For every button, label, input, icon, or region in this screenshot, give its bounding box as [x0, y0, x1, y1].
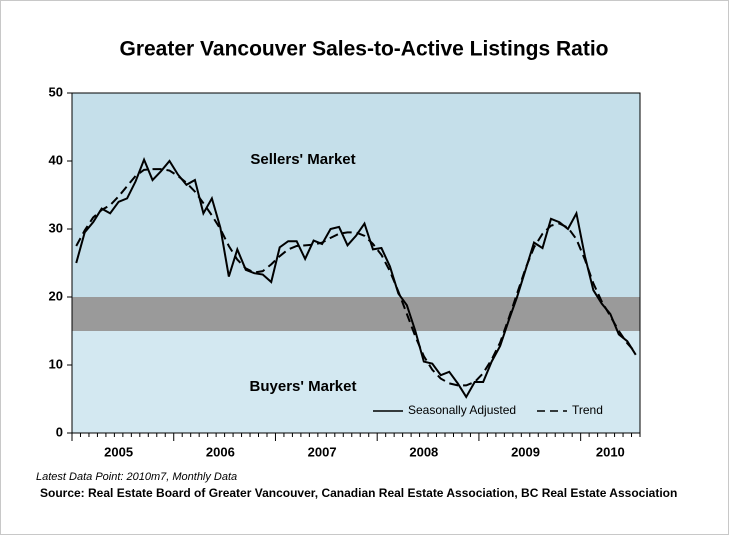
y-tick-label: 30: [49, 220, 63, 235]
x-tick-label: 2010: [596, 444, 625, 459]
plot-border: [71, 92, 641, 434]
y-tick-label: 40: [49, 152, 63, 167]
x-tick-label: 2006: [206, 444, 235, 459]
sellers-region: [72, 93, 640, 297]
y-tick-label: 50: [49, 84, 63, 99]
x-tick-label: 2007: [308, 444, 337, 459]
x-tick-label: 2009: [511, 444, 540, 459]
y-tick-label: 0: [56, 424, 63, 439]
annotation: Sellers' Market: [250, 151, 355, 168]
source: Source: Real Estate Board of Greater Van…: [40, 486, 677, 500]
plot-area: [71, 92, 641, 434]
series-line: [75, 168, 637, 387]
series-line: [75, 156, 637, 399]
buyers-region: [72, 331, 640, 433]
y-tick-label: 10: [49, 356, 63, 371]
x-tick-label: 2005: [104, 444, 133, 459]
legend-label: Seasonally Adjusted: [408, 403, 516, 417]
x-tick-label: 2008: [409, 444, 438, 459]
note: Latest Data Point: 2010m7, Monthly Data: [36, 471, 237, 483]
legend-label: Trend: [572, 403, 603, 417]
balanced-band: [72, 297, 640, 331]
chart-title: Greater Vancouver Sales-to-Active Listin…: [120, 38, 609, 61]
annotation: Buyers' Market: [250, 378, 357, 395]
y-tick-label: 20: [49, 288, 63, 303]
